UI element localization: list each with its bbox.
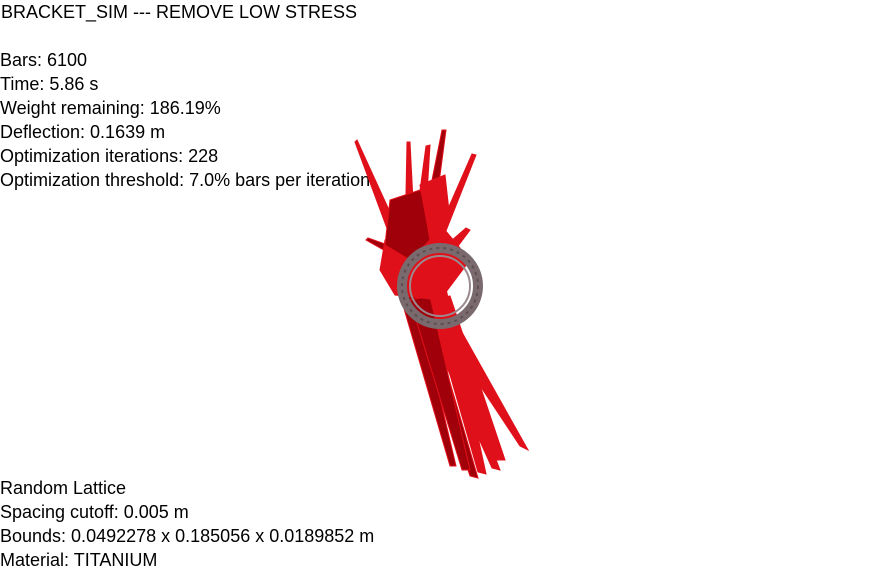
bounds-readout: Bounds: 0.0492278 x 0.185056 x 0.0189852…	[0, 526, 375, 546]
stats-panel: Bars: 6100 Time: 5.86 s Weight remaining…	[0, 48, 370, 192]
deflection-readout: Deflection: 0.1639 m	[0, 122, 166, 142]
optimization-iterations: Optimization iterations: 228	[0, 146, 219, 166]
lattice-bars	[354, 129, 530, 479]
lattice-viewport[interactable]	[340, 125, 540, 485]
optimization-threshold: Optimization threshold: 7.0% bars per it…	[0, 170, 371, 190]
time-readout: Time: 5.86 s	[0, 74, 99, 94]
bars-count: Bars: 6100	[0, 50, 88, 70]
mount-ring	[397, 243, 483, 329]
lattice-bar	[419, 174, 451, 242]
weight-remaining: Weight remaining: 186.19%	[0, 98, 221, 118]
lattice-bar	[429, 295, 506, 461]
spacing-cutoff: Spacing cutoff: 0.005 m	[0, 502, 189, 522]
lattice-type: Random Lattice	[0, 478, 127, 498]
window-title: BRACKET_SIM --- REMOVE LOW STRESS	[1, 2, 358, 22]
material-readout: Material: TITANIUM	[0, 550, 158, 570]
mount-ring-inner	[409, 255, 471, 317]
mount-ring-texture	[401, 247, 479, 325]
lattice-info-panel: Random Lattice Spacing cutoff: 0.005 m B…	[0, 476, 374, 572]
